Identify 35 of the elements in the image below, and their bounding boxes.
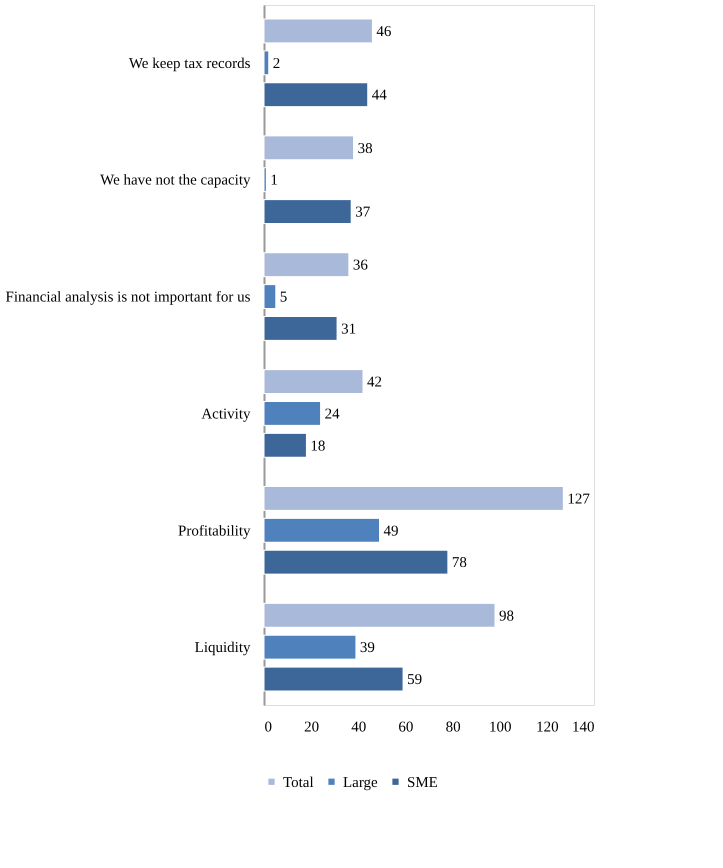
data-label: 1 xyxy=(270,172,278,189)
data-label: 24 xyxy=(324,406,340,422)
y-tick-label: We keep tax records xyxy=(128,56,251,72)
data-label: 37 xyxy=(355,204,371,221)
data-label: 39 xyxy=(360,640,375,656)
data-label: 36 xyxy=(352,258,368,274)
x-tick-label: 140 xyxy=(572,720,594,736)
legend-label: SME xyxy=(407,774,438,791)
data-label: 59 xyxy=(407,672,422,688)
data-label: 5 xyxy=(280,290,288,306)
x-tick-label: 120 xyxy=(536,720,559,736)
legend-label: Total xyxy=(283,774,314,791)
x-tick-label: 80 xyxy=(446,720,461,736)
legend-label: Large xyxy=(343,774,378,791)
x-tick-label: 20 xyxy=(304,720,320,736)
data-label: 38 xyxy=(358,140,373,157)
y-tick-label: Liquidity xyxy=(194,640,251,656)
data-label: 18 xyxy=(310,438,326,454)
y-tick-label: Financial analysis is not important for us xyxy=(6,290,251,306)
x-tick-label: 0 xyxy=(264,720,272,736)
x-tick-label: 40 xyxy=(351,720,366,736)
data-label: 127 xyxy=(567,491,590,508)
data-label: 78 xyxy=(452,555,467,572)
data-label: 49 xyxy=(384,523,398,540)
y-tick-label: Profitability xyxy=(178,523,251,540)
y-tick-label: We have not the capacity xyxy=(100,172,251,189)
data-label: 44 xyxy=(372,88,388,104)
data-label: 31 xyxy=(341,321,356,338)
y-tick-label: Activity xyxy=(201,406,251,422)
x-tick-label: 100 xyxy=(488,720,512,736)
data-label: 42 xyxy=(367,374,382,391)
x-tick-label: 60 xyxy=(398,720,414,736)
data-label: 46 xyxy=(376,24,392,40)
data-label: 2 xyxy=(272,56,280,72)
data-label: 98 xyxy=(499,608,514,624)
